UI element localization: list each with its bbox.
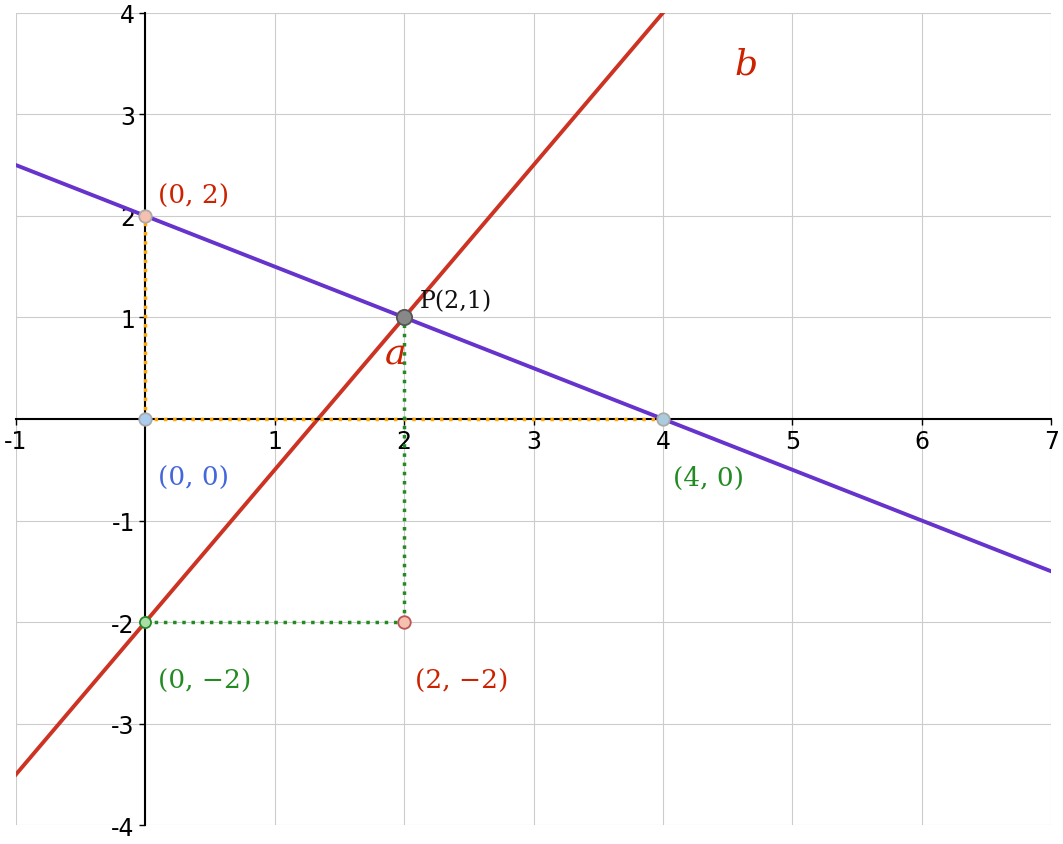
Text: a: a xyxy=(385,337,406,371)
Text: (0, 2): (0, 2) xyxy=(158,183,230,208)
Text: P(2,1): P(2,1) xyxy=(420,290,492,313)
Text: b: b xyxy=(735,47,757,82)
Text: (0, −2): (0, −2) xyxy=(158,668,252,693)
Text: (2, −2): (2, −2) xyxy=(415,668,508,693)
Text: (4, 0): (4, 0) xyxy=(673,465,744,490)
Text: (0, 0): (0, 0) xyxy=(158,465,230,490)
